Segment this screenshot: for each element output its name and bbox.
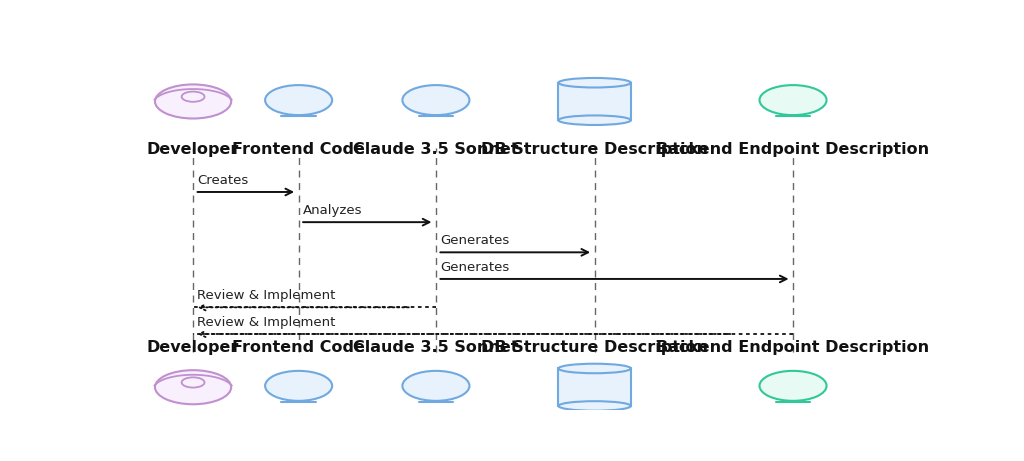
Circle shape: [265, 371, 332, 401]
Circle shape: [760, 371, 826, 401]
Circle shape: [402, 371, 469, 401]
Text: Claude 3.5 Sonnet: Claude 3.5 Sonnet: [353, 340, 519, 355]
Bar: [558, 368, 631, 406]
Text: Developer: Developer: [146, 340, 240, 355]
Text: DB Structure Description: DB Structure Description: [481, 142, 709, 157]
Ellipse shape: [558, 364, 631, 373]
Bar: [558, 83, 631, 120]
Ellipse shape: [558, 115, 631, 125]
Circle shape: [155, 370, 231, 404]
Ellipse shape: [558, 78, 631, 88]
Text: DB Structure Description: DB Structure Description: [481, 340, 709, 355]
Text: Creates: Creates: [197, 174, 248, 187]
Text: Frontend Code: Frontend Code: [232, 142, 366, 157]
Circle shape: [155, 84, 231, 118]
Circle shape: [402, 85, 469, 115]
Circle shape: [181, 378, 205, 388]
Circle shape: [181, 92, 205, 102]
Text: Developer: Developer: [146, 142, 240, 157]
Text: Backend Endpoint Description: Backend Endpoint Description: [656, 142, 930, 157]
Ellipse shape: [558, 401, 631, 411]
Text: Generates: Generates: [440, 261, 509, 274]
Text: Generates: Generates: [440, 234, 509, 248]
Text: Backend Endpoint Description: Backend Endpoint Description: [656, 340, 930, 355]
Text: Analyzes: Analyzes: [303, 204, 362, 217]
Text: Review & Implement: Review & Implement: [197, 290, 336, 302]
Text: Frontend Code: Frontend Code: [232, 340, 366, 355]
Text: Review & Implement: Review & Implement: [197, 316, 336, 329]
Circle shape: [265, 85, 332, 115]
Circle shape: [760, 85, 826, 115]
Text: Claude 3.5 Sonnet: Claude 3.5 Sonnet: [353, 142, 519, 157]
